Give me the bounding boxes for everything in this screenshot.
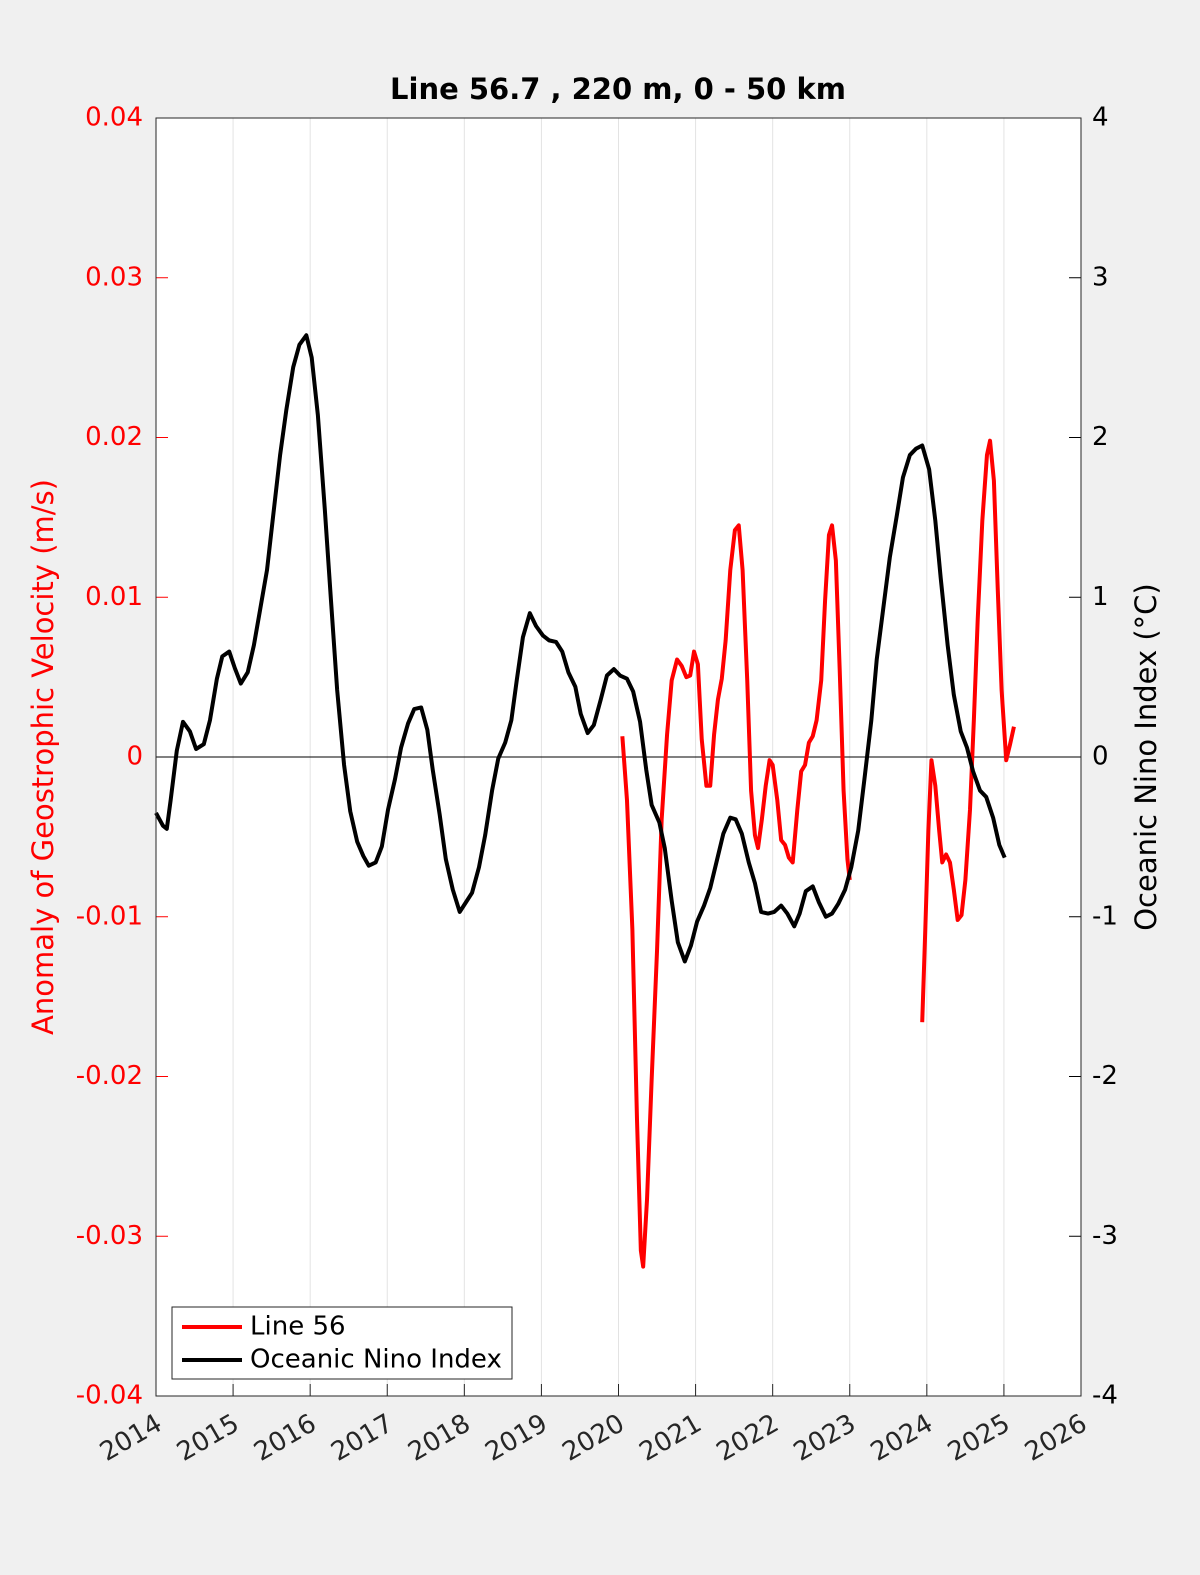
y-tick-label: 0.02 bbox=[85, 422, 143, 452]
y-tick-label: -0.03 bbox=[76, 1221, 143, 1251]
x-tick-label: 2025 bbox=[943, 1409, 1015, 1468]
legend-box bbox=[171, 1306, 513, 1380]
y2-tick-label: 2 bbox=[1092, 422, 1109, 452]
x-tick-label: 2016 bbox=[249, 1409, 321, 1468]
x-tick-label: 2020 bbox=[557, 1409, 629, 1468]
y2-tick-label: 3 bbox=[1092, 262, 1109, 292]
y-tick-label: -0.01 bbox=[76, 901, 143, 931]
x-tick-label: 2026 bbox=[1020, 1409, 1092, 1468]
series-line bbox=[154, 333, 1007, 964]
x-tick-label: 2019 bbox=[480, 1409, 552, 1468]
y-tick-label: -0.02 bbox=[76, 1061, 143, 1091]
y-axis-label: Anomaly of Geostrophic Velocity (m/s) bbox=[26, 479, 60, 1035]
plot-frame bbox=[155, 117, 1082, 1397]
x-tick-label: 2021 bbox=[635, 1409, 707, 1468]
y2-tick-label: -4 bbox=[1092, 1381, 1118, 1411]
y-tick-label: 0.04 bbox=[85, 103, 143, 133]
x-tick-label: 2023 bbox=[789, 1409, 861, 1468]
y2-tick-label: 0 bbox=[1092, 742, 1109, 772]
y2-tick-label: 1 bbox=[1092, 582, 1109, 612]
legend-label: Line 56 bbox=[250, 1312, 346, 1342]
x-tick-label: 2014 bbox=[95, 1409, 167, 1468]
x-tick-label: 2017 bbox=[326, 1409, 398, 1468]
y-tick-label: 0.03 bbox=[85, 262, 143, 292]
x-tick-label: 2022 bbox=[712, 1409, 784, 1468]
y-tick-label: -0.04 bbox=[76, 1381, 143, 1411]
chart-title: Line 56.7 , 220 m, 0 - 50 km bbox=[390, 72, 846, 106]
x-tick-label: 2018 bbox=[403, 1409, 475, 1468]
y2-tick-label: 4 bbox=[1092, 103, 1109, 133]
y-tick-label: 0 bbox=[126, 742, 143, 772]
y2-tick-label: -1 bbox=[1092, 901, 1118, 931]
x-tick-label: 2015 bbox=[172, 1409, 244, 1468]
x-tick-label: 2024 bbox=[866, 1409, 938, 1468]
y2-axis-label: Oceanic Nino Index (°C) bbox=[1129, 583, 1163, 931]
legend-label: Oceanic Nino Index bbox=[250, 1345, 502, 1375]
y2-tick-label: -3 bbox=[1092, 1221, 1118, 1251]
y2-tick-label: -2 bbox=[1092, 1061, 1118, 1091]
y-tick-label: 0.01 bbox=[85, 582, 143, 612]
series-line bbox=[620, 438, 1016, 1269]
